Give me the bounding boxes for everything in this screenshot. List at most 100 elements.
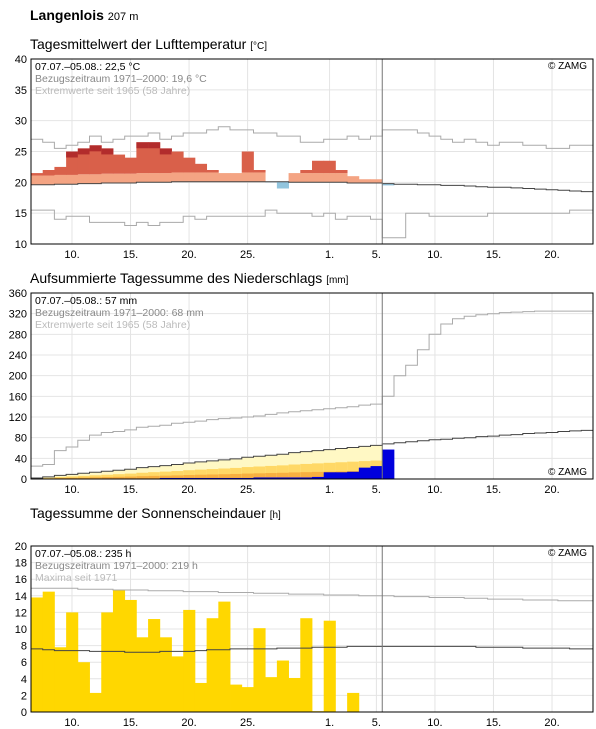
sunshine-bar — [42, 591, 55, 712]
plot-frame — [30, 545, 594, 713]
precip-cumulative-bar — [241, 477, 254, 479]
y-tick-label: 15 — [15, 208, 27, 220]
sunshine-normal-line — [31, 645, 593, 653]
precip-mid-band — [230, 467, 243, 479]
x-tick-label: 15. — [486, 249, 501, 261]
sunshine-bar — [194, 682, 208, 712]
y-tick-label: 16 — [15, 574, 27, 586]
plot-frame — [30, 292, 594, 480]
precip-cumulative-bar — [159, 477, 172, 479]
precip-max-line — [31, 310, 593, 467]
temp-bar-base — [101, 173, 114, 183]
sunshine-max-line — [31, 587, 593, 602]
x-tick-label: 15. — [123, 249, 138, 261]
precip-mid-band — [194, 469, 208, 479]
x-tick-label: 15. — [486, 484, 501, 496]
info-line: Bezugszeitraum 1971–2000: 19,6 °C — [35, 73, 207, 85]
temp-bar-base — [171, 172, 184, 182]
precipitation-title: Aufsummierte Tagessumme des Niederschlag… — [30, 270, 323, 286]
precip-low-band — [276, 472, 289, 479]
temp-bar-cool — [276, 181, 289, 189]
info-line: Bezugszeitraum 1971–2000: 219 h — [35, 560, 198, 572]
y-tick-label: 80 — [15, 433, 27, 445]
precip-mid-band — [183, 470, 196, 479]
y-tick-label: 200 — [9, 371, 27, 383]
precip-low-band — [183, 474, 196, 479]
info-line: 07.07.–05.08.: 57 mm — [35, 295, 137, 307]
precip-cumulative-bar — [253, 477, 266, 479]
temp-bar-base — [66, 174, 79, 185]
temp-bar-base — [323, 173, 336, 183]
precip-mid-band — [171, 471, 184, 479]
sunshine-bar — [323, 620, 336, 712]
copyright-label: © ZAMG — [548, 467, 587, 478]
sunshine-bar — [230, 684, 243, 712]
precip-cumulative-bar — [265, 477, 278, 479]
y-tick-label: 25 — [15, 147, 27, 159]
x-tick-label: 15. — [123, 717, 138, 729]
x-tick-label: 20. — [181, 484, 196, 496]
info-line: 07.07.–05.08.: 22,5 °C — [35, 61, 141, 73]
sunshine-bar — [265, 677, 278, 712]
info-line: 07.07.–05.08.: 235 h — [35, 548, 131, 560]
station-name: Langenlois — [30, 7, 104, 23]
info-line: Maxima seit 1971 — [35, 572, 117, 584]
precip-cumulative-bar — [288, 477, 301, 479]
precip-cumulative-bar — [206, 477, 219, 479]
precip-mid-band — [89, 475, 102, 479]
x-tick-label: 20. — [181, 249, 196, 261]
temp-bar-record — [89, 145, 102, 152]
sunshine-bar — [288, 677, 301, 712]
x-tick-label: 25. — [240, 249, 255, 261]
x-tick-label: 10. — [427, 249, 442, 261]
precip-low-band — [300, 472, 313, 479]
temp-bar-warm — [253, 170, 266, 173]
temp-bar-base — [370, 179, 383, 183]
temp-bar-record — [136, 142, 149, 149]
sunshine-bar — [124, 599, 137, 712]
y-tick-label: 18 — [15, 558, 27, 570]
precipitation-unit: [mm] — [326, 275, 349, 286]
x-tick-label: 10. — [64, 249, 79, 261]
y-tick-label: 8 — [21, 641, 27, 653]
sunshine-bar — [66, 612, 79, 712]
precip-low-band — [136, 476, 149, 479]
x-tick-label: 10. — [64, 484, 79, 496]
precip-mid-band — [218, 468, 231, 479]
y-tick-label: 35 — [15, 85, 27, 97]
precip-cumulative-bar — [382, 449, 395, 479]
temp-bar-base — [148, 173, 161, 183]
x-tick-label: 10. — [427, 717, 442, 729]
sunshine-bar — [54, 647, 67, 712]
temp-bar-base — [358, 179, 371, 183]
x-tick-label: 25. — [240, 484, 255, 496]
temp-bar-base — [159, 173, 172, 183]
sunshine-bar — [136, 637, 149, 712]
temp-bar-base — [218, 173, 231, 182]
y-tick-label: 14 — [15, 591, 27, 603]
temp-bar-base — [54, 174, 67, 185]
x-tick-label: 10. — [427, 484, 442, 496]
precip-cumulative-bar — [335, 472, 348, 479]
temp-bar-base — [124, 173, 137, 183]
temp-bar-base — [347, 176, 360, 183]
precip-cumulative-bar — [230, 477, 243, 479]
x-tick-label: 15. — [486, 717, 501, 729]
precip-normal-line — [31, 429, 593, 479]
temp-bar-record — [148, 142, 161, 149]
sunshine-bar — [89, 692, 102, 712]
temp-bar-base — [42, 175, 55, 185]
temp-bar-record — [159, 148, 172, 155]
temp-bar-base — [241, 172, 254, 182]
y-tick-label: 0 — [21, 474, 27, 486]
sunshine-bar — [300, 618, 313, 712]
temp-bar-warm — [300, 170, 313, 174]
temp-bar-base — [288, 173, 301, 183]
y-tick-label: 240 — [9, 350, 27, 362]
precip-mid-band — [148, 472, 161, 479]
y-tick-label: 6 — [21, 657, 27, 669]
temp-bar-warm — [206, 170, 219, 173]
y-tick-label: 30 — [15, 116, 27, 128]
